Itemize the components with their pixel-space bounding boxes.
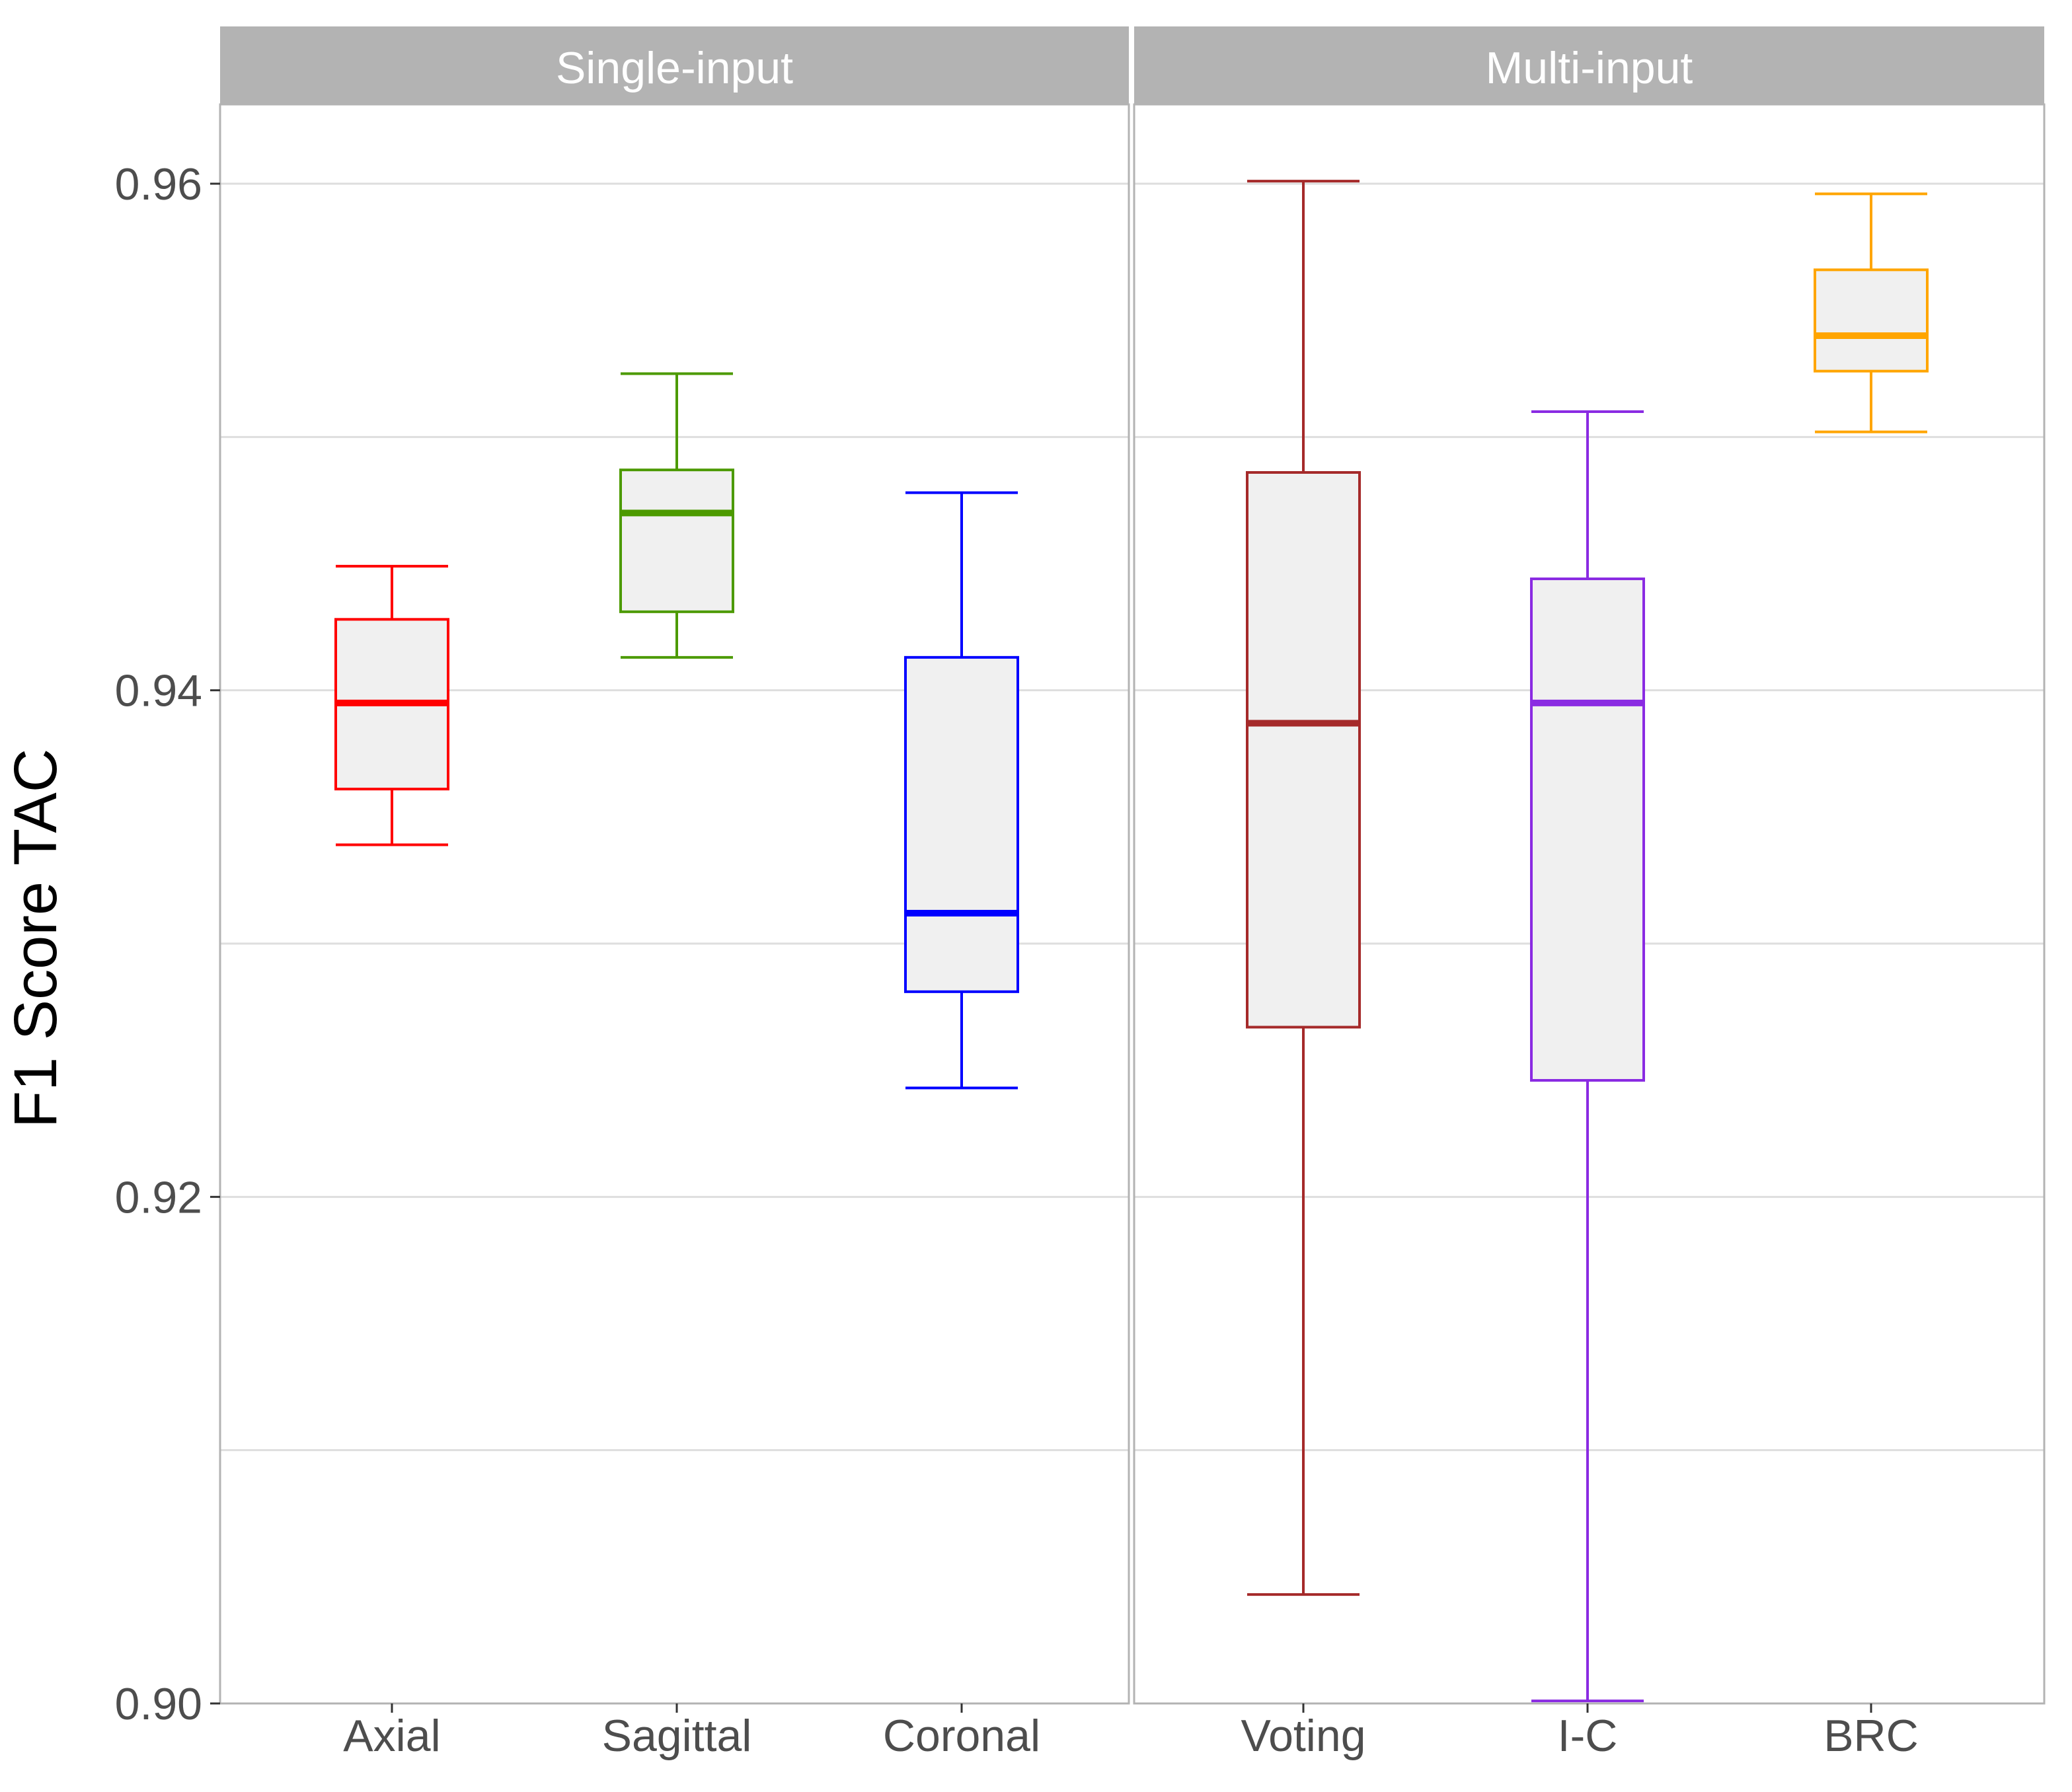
panels: Single-input Multi-input [219,26,2046,1705]
panel-strip-label: Single-input [556,43,793,93]
x-axis: Axial Sagittal Coronal Voting I-C BRC [343,1703,1919,1761]
y-tick-label: 0.94 [115,666,202,716]
panel-strip [220,26,1129,104]
box-body [904,655,1019,993]
box-body [619,468,734,613]
panel-strip-label: Multi-input [1486,43,1693,93]
box-coronal [904,491,1019,1090]
y-tick-label: 0.90 [115,1679,202,1729]
box-sagittal [619,372,734,659]
y-axis-title: F1 Score TAC [2,749,69,1128]
x-tick-label: Voting [1241,1711,1365,1761]
box-body [1246,471,1361,1029]
box-brc [1814,192,1929,433]
x-tick-label: Coronal [883,1711,1040,1761]
x-tick-label: Sagittal [602,1711,752,1761]
box-i-c [1530,410,1645,1703]
y-tick-label: 0.92 [115,1172,202,1222]
y-axis: 0.90 0.92 0.94 0.96 [115,159,220,1729]
box-body [1814,268,1929,373]
y-tick-label: 0.96 [115,159,202,209]
x-tick-label: Axial [343,1711,440,1761]
x-tick-label: I-C [1558,1711,1618,1761]
panel-strip [1134,26,2044,104]
box-body [1530,578,1645,1082]
x-tick-label: BRC [1823,1711,1919,1761]
boxes [334,180,1929,1703]
box-voting [1246,180,1361,1596]
box-axial [334,564,449,846]
